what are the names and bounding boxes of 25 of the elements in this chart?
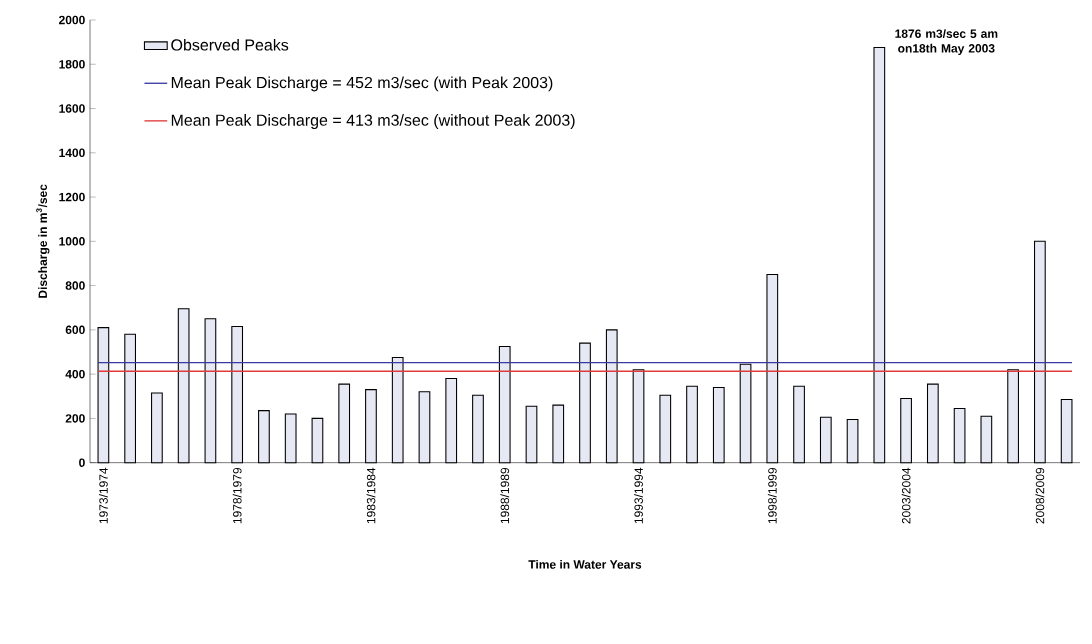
y-tick-label: 400 — [65, 369, 85, 379]
x-tick-label: 1973/1974 — [98, 467, 108, 524]
y-tick-label: 2000 — [59, 15, 85, 25]
legend-label: Mean Peak Discharge = 413 m3/sec (without Peak 2003) — [171, 114, 575, 129]
x-tick-label: 2003/2004 — [901, 467, 911, 524]
y-axis-title: Discharge in m$^{3}$/sec — [36, 184, 50, 298]
y-tick-label: 1200 — [59, 192, 85, 202]
y-tick-label: 1000 — [59, 237, 85, 246]
y-tick-label: 1400 — [59, 148, 85, 158]
x-tick-label: 1988/1989 — [500, 467, 510, 524]
annotation: 1876 m3/sec 5 am on18th May 2003 — [895, 29, 998, 55]
legend-label: Mean Peak Discharge = 452 m3/sec (with Peak 2003) — [171, 76, 553, 92]
x-tick-label: 1998/1999 — [767, 467, 777, 524]
x-tick-label: 1993/1994 — [634, 467, 643, 524]
x-tick-label: 1983/1984 — [366, 467, 376, 524]
x-axis-title: Time in Water Years — [528, 559, 642, 569]
y-tick-label: 600 — [65, 325, 85, 335]
y-tick-label: 0 — [79, 458, 85, 467]
legend-label: Observed Peaks — [171, 38, 289, 51]
y-tick-label: 200 — [65, 414, 85, 423]
y-tick-label: 1800 — [59, 60, 85, 69]
y-tick-label: 1600 — [59, 104, 85, 113]
x-tick-label: 2008/2009 — [1035, 467, 1045, 524]
x-tick-label: 1978/1979 — [232, 467, 242, 524]
y-tick-label: 800 — [65, 281, 85, 290]
